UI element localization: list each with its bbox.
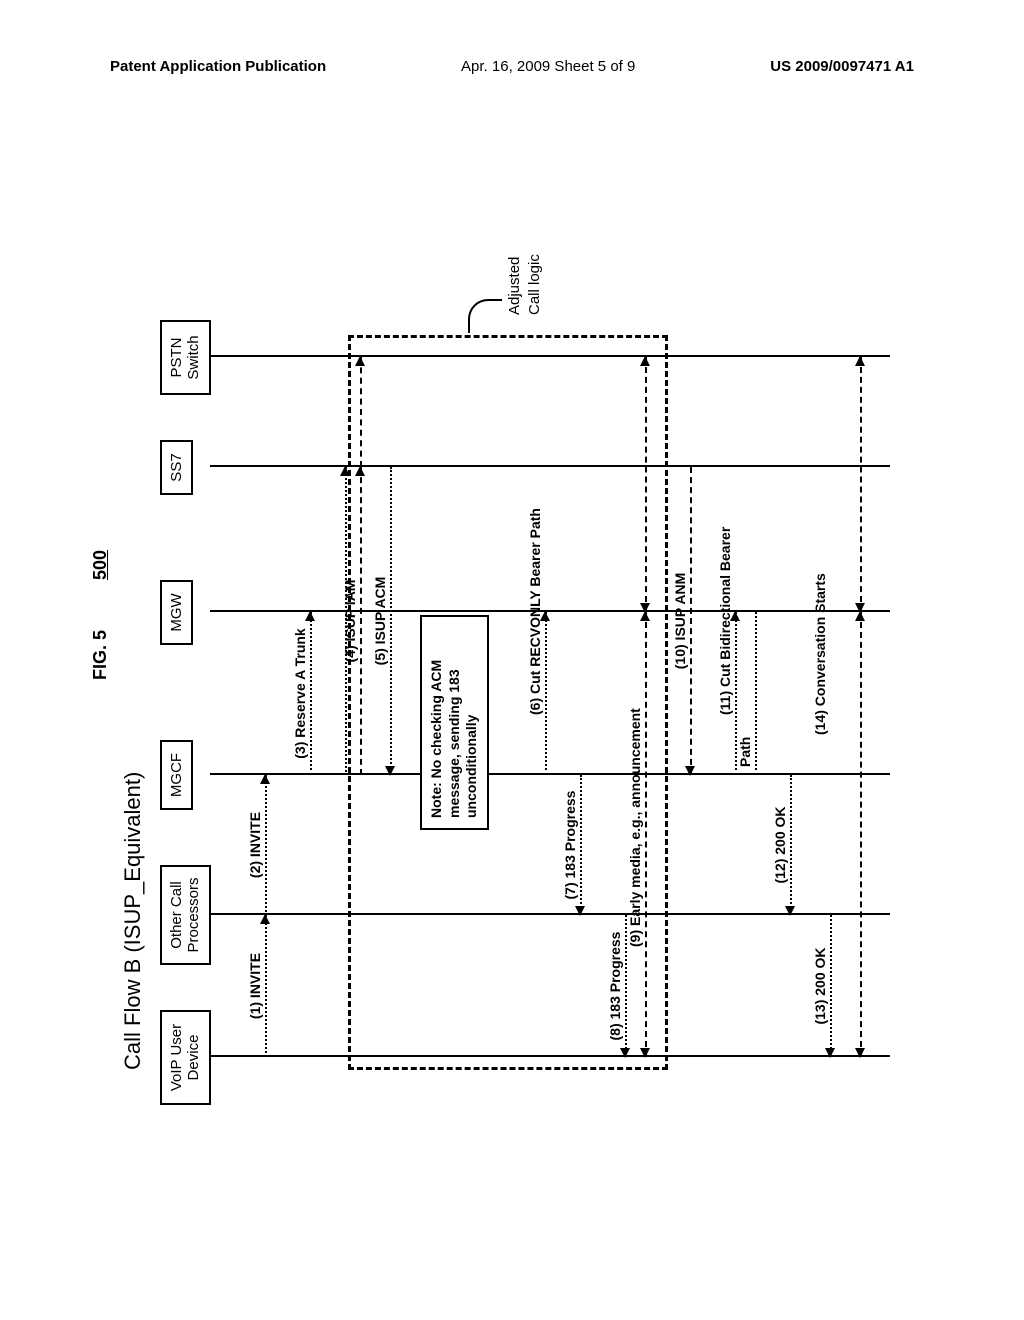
message-4: (4) ISUP IAM xyxy=(360,467,361,775)
annot-adjusted: Adjusted xyxy=(506,257,523,315)
message-label-15: (12) 200 OK xyxy=(772,775,788,915)
message-label-4: (4) ISUP IAM xyxy=(342,467,358,775)
message-5 xyxy=(360,357,361,467)
message-7: (6) Cut RECVONLY Bearer Path xyxy=(545,612,546,775)
note-box: Note: No checking ACMmessage, sending 18… xyxy=(420,615,489,830)
message-9: (8) 183 Progress xyxy=(625,915,626,1057)
message-12: (10) ISUP ANM xyxy=(690,467,691,775)
message-label-9: (8) 183 Progress xyxy=(607,915,623,1057)
entity-pstn: PSTNSwitch xyxy=(160,320,211,395)
entity-other: Other CallProcessors xyxy=(160,865,211,965)
message-label-10: (9) Early media, e.g., announcement xyxy=(627,708,643,947)
message-label-0: (1) INVITE xyxy=(247,915,263,1057)
message-10: (9) Early media, e.g., announcement xyxy=(645,612,646,1057)
message-label-14: Path xyxy=(737,737,753,767)
curve-arrow xyxy=(468,299,502,333)
message-17: (14) Conversation Starts xyxy=(830,612,831,775)
entity-mgw: MGW xyxy=(160,580,193,645)
message-label-2: (3) Reserve A Trunk xyxy=(292,612,308,775)
message-2: (3) Reserve A Trunk xyxy=(310,612,311,775)
message-label-17: (14) Conversation Starts xyxy=(812,573,828,735)
message-14: Path xyxy=(755,612,756,775)
entity-ss7: SS7 xyxy=(160,440,193,495)
message-15: (12) 200 OK xyxy=(790,775,791,915)
annot-call-logic: Call logic xyxy=(526,254,543,315)
message-18 xyxy=(860,612,861,1057)
entity-voip: VoIP UserDevice xyxy=(160,1010,211,1105)
message-label-1: (2) INVITE xyxy=(247,775,263,915)
message-19 xyxy=(860,357,861,612)
header-left: Patent Application Publication xyxy=(110,58,326,75)
figure-label: FIG. 5 xyxy=(90,630,111,680)
figure-container: FIG. 5 500 Call Flow B (ISUP_Equivalent)… xyxy=(0,250,1024,1080)
header-mid: Apr. 16, 2009 Sheet 5 of 9 xyxy=(461,58,635,75)
entity-mgcf: MGCF xyxy=(160,740,193,810)
message-label-8: (7) 183 Progress xyxy=(562,775,578,915)
message-label-12: (10) ISUP ANM xyxy=(672,467,688,775)
message-label-13: (11) Cut Bidirectional Bearer xyxy=(717,527,733,715)
message-1: (2) INVITE xyxy=(265,775,266,915)
message-label-16: (13) 200 OK xyxy=(812,915,828,1057)
flow-title: Call Flow B (ISUP_Equivalent) xyxy=(120,772,146,1070)
message-label-7: (6) Cut RECVONLY Bearer Path xyxy=(527,508,543,715)
header-right: US 2009/0097471 A1 xyxy=(770,58,914,75)
message-13: (11) Cut Bidirectional Bearer xyxy=(735,612,736,775)
message-8: (7) 183 Progress xyxy=(580,775,581,915)
message-label-6: (5) ISUP ACM xyxy=(372,467,388,775)
figure-number: 500 xyxy=(90,550,111,580)
message-16: (13) 200 OK xyxy=(830,915,831,1057)
message-11 xyxy=(645,357,646,612)
message-0: (1) INVITE xyxy=(265,915,266,1057)
message-6: (5) ISUP ACM xyxy=(390,467,391,775)
